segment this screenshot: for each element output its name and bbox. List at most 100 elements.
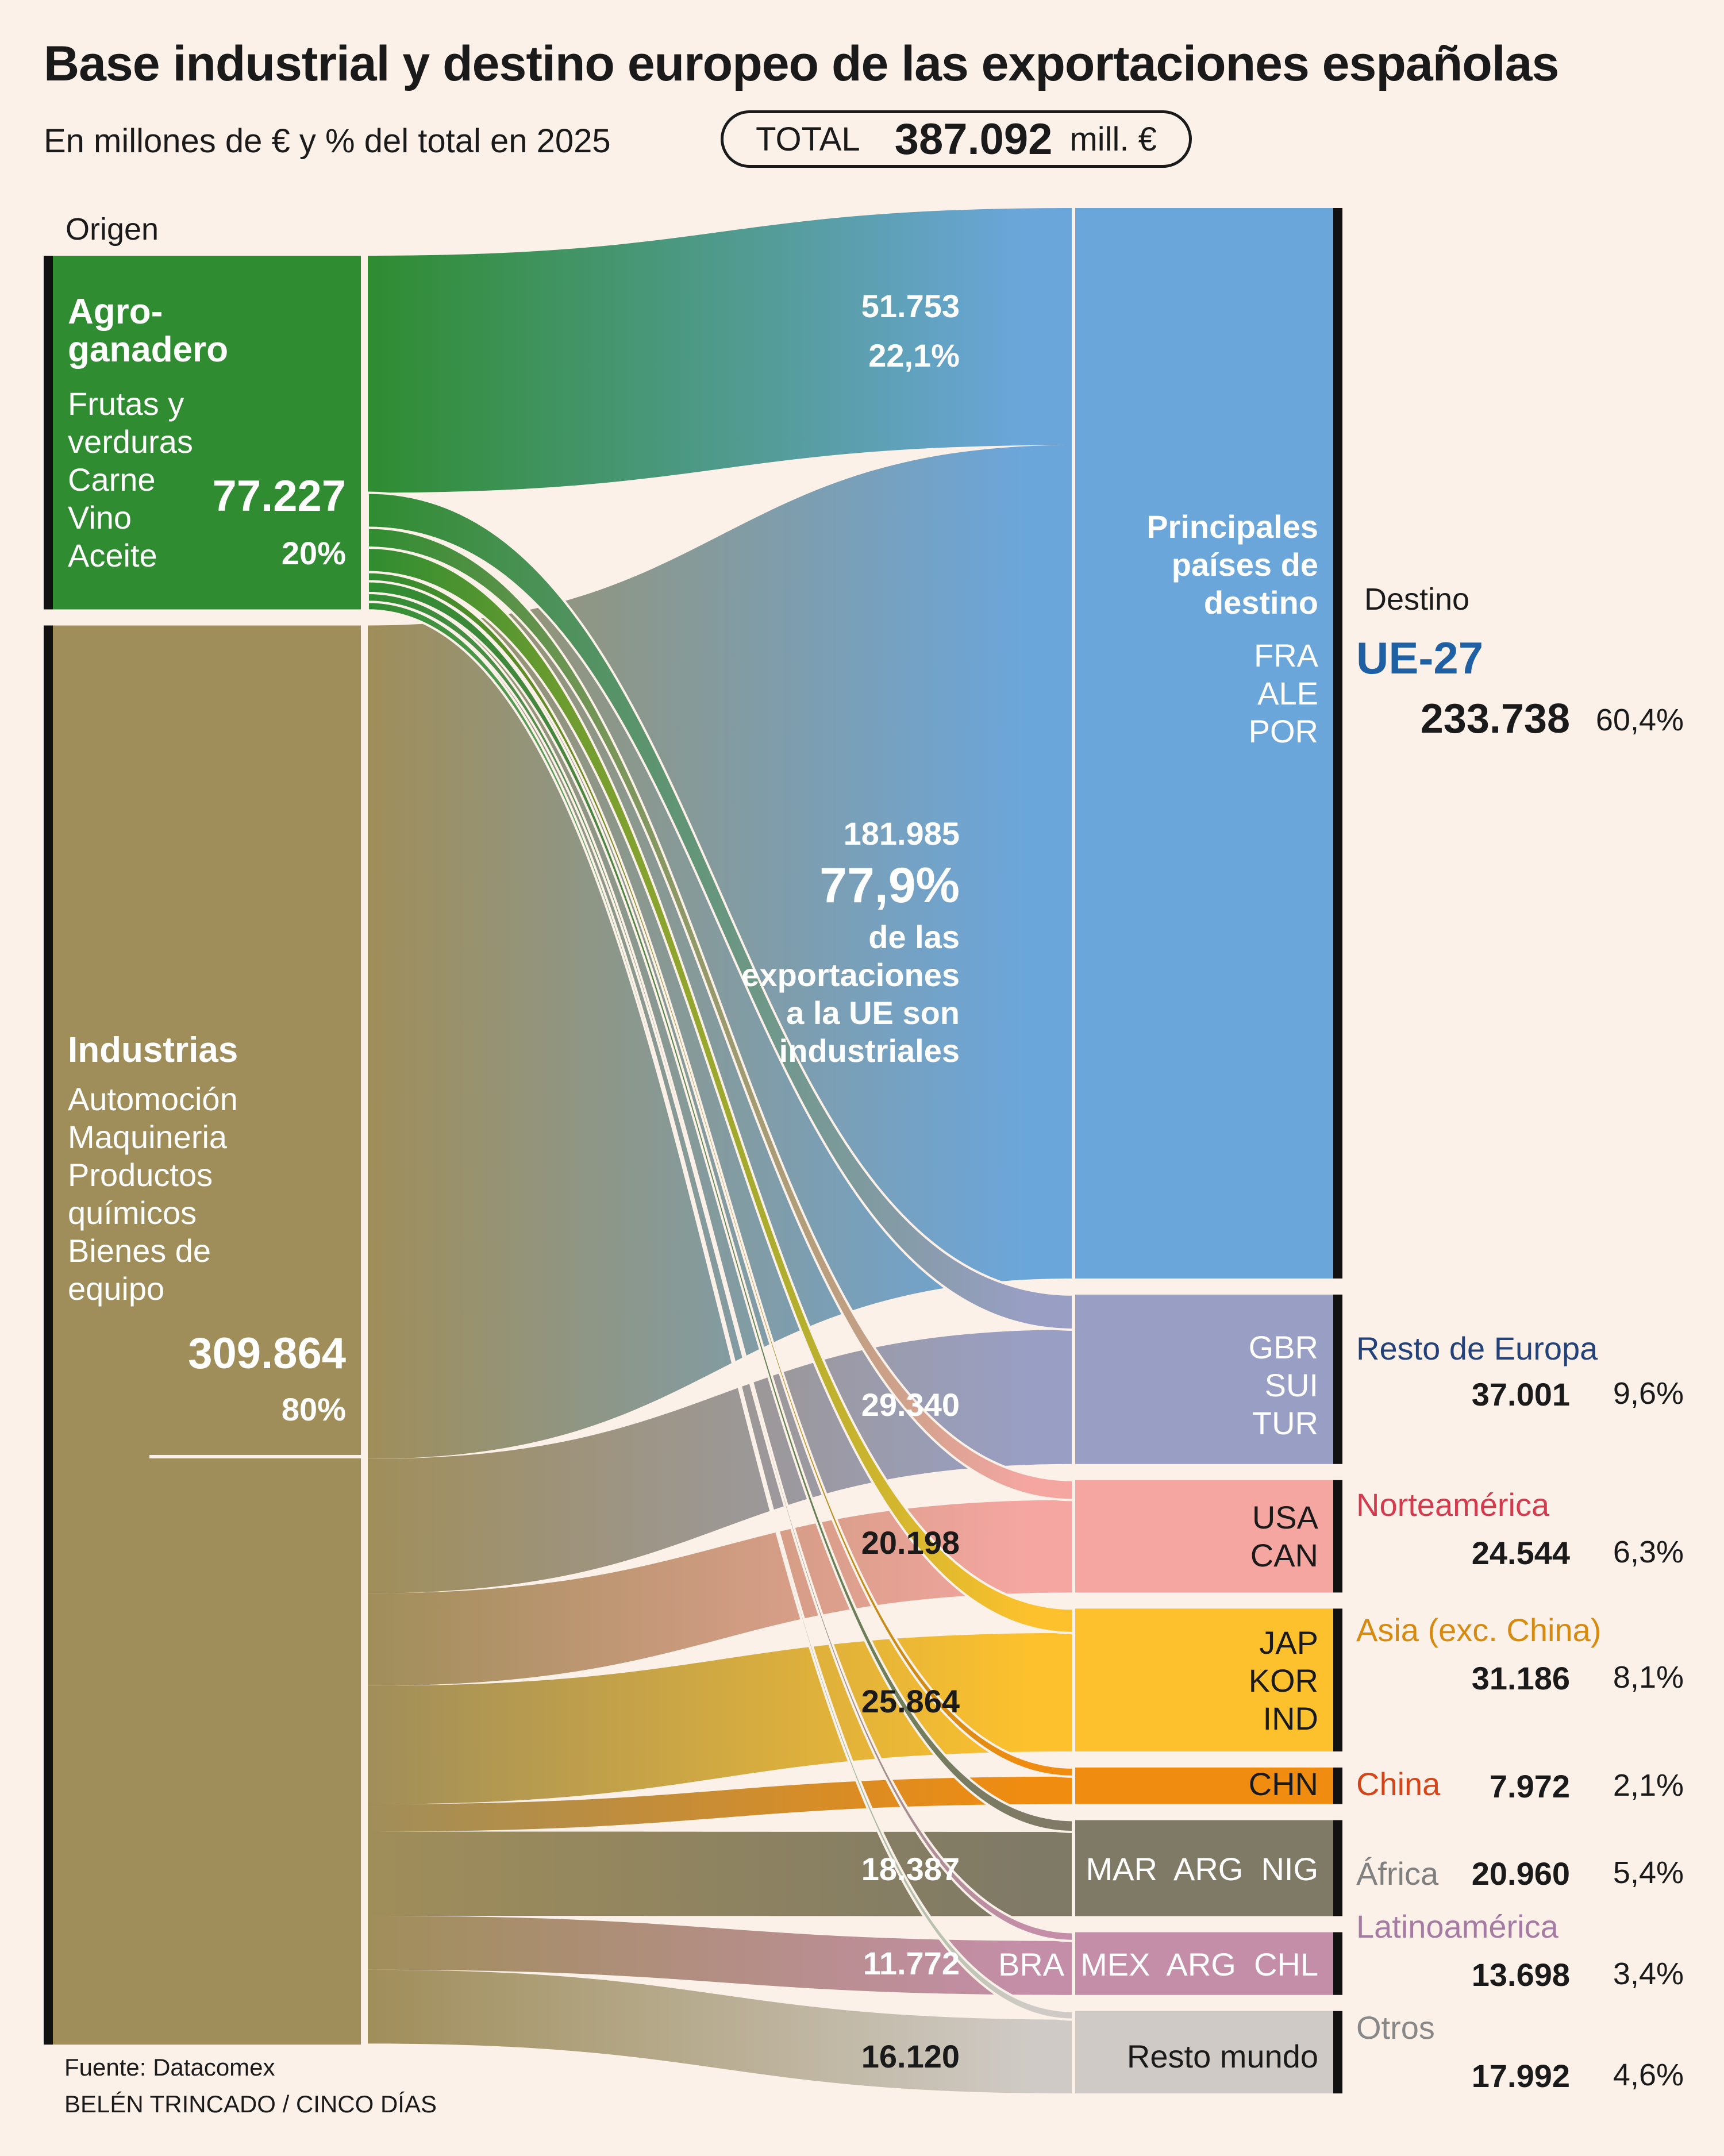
source-item: Frutas y <box>68 386 184 422</box>
target-bar-edge <box>1333 1608 1342 1751</box>
total-value: 387.092 <box>894 114 1053 164</box>
dest-name-asia: Asia (exc. China) <box>1356 1612 1602 1648</box>
dest-value-otros: 17.992 <box>1471 2058 1570 2094</box>
dest-name-norteamerica: Norteamérica <box>1356 1487 1550 1523</box>
link-industry-to-asia <box>368 1633 1073 1804</box>
source-items-agro: Frutas y verduras Carne Vino Aceite <box>68 385 193 575</box>
link-industry-to-africa <box>368 1831 1073 1916</box>
target-bar-edge <box>1333 1294 1342 1464</box>
flow-label-ind-latam: 11.772 <box>863 1945 960 1981</box>
dest-pct-resto-europa: 9,6% <box>1613 1376 1684 1411</box>
dest-pct-latam: 3,4% <box>1613 1957 1684 1991</box>
source-node-agro <box>53 256 361 610</box>
dest-name-china: China <box>1356 1766 1441 1802</box>
dest-value-latam: 13.698 <box>1471 1957 1570 1993</box>
total-badge: TOTAL 387.092 mill. € <box>721 110 1192 168</box>
origin-heading: Origen <box>66 212 159 247</box>
target-bar-edge <box>1333 1480 1342 1593</box>
source-value-industry: 309.864 <box>188 1329 346 1378</box>
source-item: Carne <box>68 461 156 498</box>
source-bar-edge <box>44 625 53 2045</box>
source-value-agro: 77.227 <box>212 472 346 521</box>
target-node-eu <box>1073 208 1333 1279</box>
dest-pct-otros: 4,6% <box>1613 2058 1684 2092</box>
dest-name-resto-europa: Resto de Europa <box>1356 1330 1598 1366</box>
box-countries-resto-europa: GBR SUI TUR <box>1248 1329 1318 1441</box>
link-industry-to-latam <box>368 1916 1073 1995</box>
target-bar-edge <box>1333 2011 1342 2094</box>
destination-heading: Destino <box>1364 582 1470 617</box>
target-node-asia <box>1073 1608 1333 1751</box>
sankey-rules <box>149 208 1075 2094</box>
chart-subtitle: En millones de € y % del total en 2025 <box>44 122 611 160</box>
source-item: Vino <box>68 499 132 536</box>
target-node-resto_europa <box>1073 1294 1333 1464</box>
flow-label-ind-eu-value: 181.985 <box>843 815 960 852</box>
agro-links <box>367 208 1075 2021</box>
flow-label-ind-africa: 18.387 <box>861 1851 960 1887</box>
source-pct-agro: 20% <box>281 535 346 571</box>
box-countries-china: CHN <box>1248 1766 1318 1802</box>
total-label: TOTAL <box>756 120 860 158</box>
flow-label-ind-otros: 16.120 <box>861 2038 960 2074</box>
target-bar-edge <box>1333 1820 1342 1916</box>
source-item: Bienes de <box>68 1233 211 1269</box>
target-bar-edge <box>1333 1932 1342 1995</box>
source-node-industry <box>53 625 361 2045</box>
source-item: Aceite <box>68 537 157 573</box>
eu-industrial-text: de las exportaciones a la UE son industr… <box>741 919 960 1069</box>
dest-value-china: 7.972 <box>1489 1768 1570 1804</box>
target-bar-edge <box>1333 208 1342 1279</box>
chart-title: Base industrial y destino europeo de las… <box>44 36 1559 91</box>
source-items-industry: Automoción Maquineria Productos químicos Bie… <box>68 1080 238 1308</box>
box-countries-norteamerica: USA CAN <box>1250 1499 1318 1573</box>
link-agro-to-eu <box>368 208 1073 493</box>
flow-label-ind-norteamerica: 20.198 <box>861 1524 960 1561</box>
link-industry-to-norteamerica <box>368 1500 1073 1686</box>
source-pct-industry: 80% <box>281 1391 346 1427</box>
dest-value-africa: 20.960 <box>1471 1855 1570 1892</box>
dest-name-latam: Latinoamérica <box>1356 1908 1558 1945</box>
total-unit: mill. € <box>1069 120 1157 158</box>
source-item: verduras <box>68 424 193 460</box>
box-countries-asia: JAP KOR IND <box>1248 1624 1318 1737</box>
eu-box-heading: Principales países de destino <box>1146 509 1318 621</box>
target-node-norteamerica <box>1073 1480 1333 1593</box>
dest-value-norteamerica: 24.544 <box>1471 1535 1570 1571</box>
flow-label-ind-asia: 25.864 <box>861 1683 960 1719</box>
footer-credit: BELÉN TRINCADO / CINCO DÍAS <box>64 2090 437 2118</box>
source-bar-edge <box>44 256 53 610</box>
source-item: Automoción <box>68 1081 238 1117</box>
source-item: químicos <box>68 1195 197 1231</box>
dest-name-eu: UE-27 <box>1356 633 1484 683</box>
dest-name-africa: África <box>1356 1855 1439 1892</box>
eu-industrial-pct: 77,9% <box>819 858 960 913</box>
dest-value-asia: 31.186 <box>1471 1660 1570 1696</box>
footer-source: Fuente: Datacomex <box>64 2054 275 2081</box>
dest-pct-eu: 60,4% <box>1595 703 1684 737</box>
sankey-nodes <box>44 208 1342 2094</box>
dest-value-eu: 233.738 <box>1420 696 1570 742</box>
dest-name-otros: Otros <box>1356 2009 1435 2046</box>
dest-pct-asia: 8,1% <box>1613 1660 1684 1695</box>
target-bar-edge <box>1333 1767 1342 1804</box>
flow-label-agro-eu-value: 51.753 <box>861 288 960 324</box>
source-item: equipo <box>68 1270 165 1307</box>
target-node-africa <box>1073 1820 1333 1916</box>
target-node-otros <box>1073 2011 1333 2094</box>
box-countries-otros: Resto mundo <box>1126 2038 1318 2074</box>
dest-pct-china: 2,1% <box>1613 1768 1684 1803</box>
dest-pct-africa: 5,4% <box>1613 1855 1684 1890</box>
source-item: Productos <box>68 1157 213 1193</box>
target-node-china <box>1073 1767 1333 1804</box>
eu-box-countries: FRA ALE POR <box>1248 637 1318 749</box>
flow-label-agro-eu-share: 22,1% <box>868 337 960 374</box>
dest-pct-norteamerica: 6,3% <box>1613 1535 1684 1569</box>
box-countries-latam: BRA MEX ARG CHL <box>998 1946 1318 1982</box>
flow-label-ind-resto-europa: 29.340 <box>861 1387 960 1423</box>
target-node-latam <box>1073 1932 1333 1995</box>
source-name-agro: Agro- ganadero <box>68 292 229 369</box>
link-industry-to-otros <box>368 1969 1073 2094</box>
source-item: Maquineria <box>68 1119 228 1155</box>
